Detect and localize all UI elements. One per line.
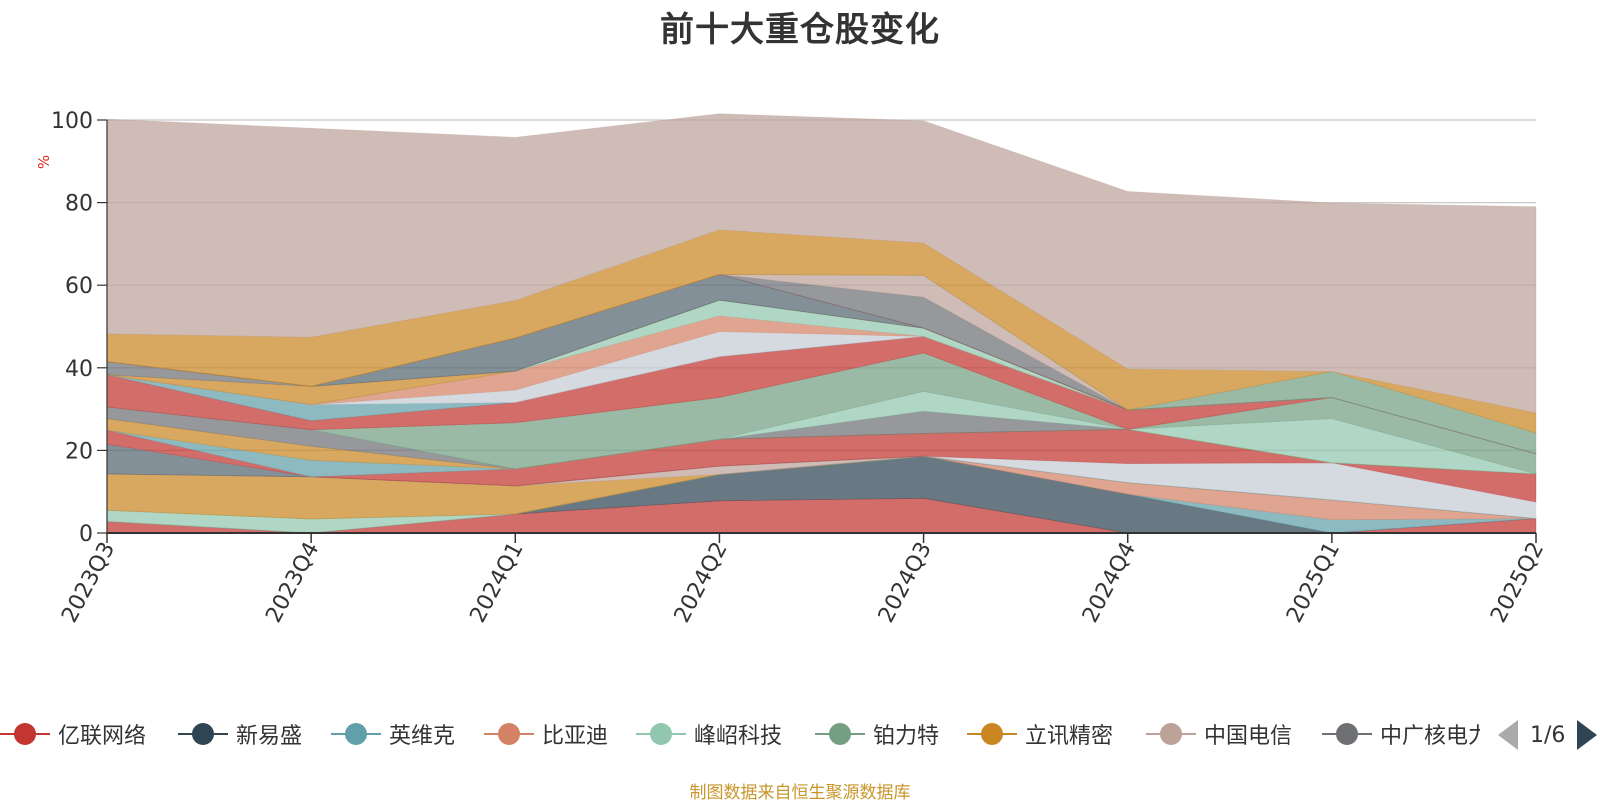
legend-marker-icon [1146, 720, 1196, 748]
legend-label: 中广核电力 [1380, 724, 1480, 749]
x-tick-label: 2024Q3 [874, 538, 937, 627]
legend-marker-icon [178, 720, 228, 748]
legend-marker-icon [484, 720, 534, 748]
next-page-icon[interactable] [1577, 720, 1598, 750]
legend-label: 英维克 [389, 724, 456, 749]
legend-marker-icon [815, 720, 865, 748]
legend-item[interactable]: 英维克 [331, 712, 455, 756]
y-tick-label: 80 [65, 192, 93, 217]
legend-item[interactable]: 峰岹科技 [636, 712, 782, 756]
legend-label: 中国电信 [1204, 724, 1293, 749]
area-series-29[interactable] [106, 274, 1537, 455]
x-tick-label: 2023Q4 [261, 538, 324, 627]
y-tick-label: 100 [51, 109, 93, 134]
x-tick-label: 2024Q1 [466, 538, 529, 627]
legend-label: 新易盛 [236, 724, 303, 749]
area-series-30[interactable] [106, 229, 1537, 434]
legend-page-indicator: 1/6 [1530, 722, 1566, 748]
legend-items: 亿联网络 新易盛 英维克 比亚迪 峰岹科技 铂力特 立讯精密 中国电信 中广核电力 [0, 712, 1480, 756]
x-tick-label: 2025Q1 [1282, 538, 1345, 627]
x-tick-label: 2024Q2 [670, 538, 733, 627]
area-series-31[interactable] [106, 113, 1537, 414]
source-note: 制图数据来自恒生聚源数据库 [689, 783, 911, 803]
y-axis-unit-label: % [35, 155, 53, 169]
legend-pager: 1/6 [1498, 720, 1598, 750]
area-series-12[interactable] [106, 428, 1537, 503]
chart-title: 前十大重仓股变化 [660, 10, 940, 50]
legend-item[interactable]: 立讯精密 [967, 712, 1113, 756]
legend-marker-icon [1322, 720, 1372, 748]
legend-item[interactable]: 中广核电力 [1322, 712, 1480, 756]
previous-page-icon[interactable] [1498, 720, 1518, 750]
legend-marker-icon [967, 720, 1017, 748]
legend-label: 比亚迪 [542, 724, 609, 749]
y-tick-label: 0 [79, 522, 93, 547]
legend-label: 亿联网络 [58, 724, 147, 749]
legend: 亿联网络 新易盛 英维克 比亚迪 峰岹科技 铂力特 立讯精密 中国电信 中广核电力 [0, 712, 1600, 756]
legend-label: 峰岹科技 [694, 724, 783, 749]
legend-marker-icon [0, 720, 50, 748]
legend-label: 铂力特 [873, 724, 940, 749]
y-tick-label: 20 [65, 439, 93, 464]
y-tick-label: 60 [65, 274, 93, 299]
legend-item[interactable]: 新易盛 [178, 712, 302, 756]
x-tick-label: 2025Q2 [1486, 538, 1549, 627]
x-tick-label: 2024Q4 [1078, 538, 1141, 627]
legend-label: 立讯精密 [1025, 724, 1114, 749]
x-tick-label: 2023Q3 [57, 538, 120, 627]
legend-item[interactable]: 亿联网络 [0, 712, 146, 756]
legend-item[interactable]: 中国电信 [1146, 712, 1292, 756]
legend-item[interactable]: 铂力特 [815, 712, 939, 756]
legend-item[interactable]: 比亚迪 [484, 712, 608, 756]
legend-marker-icon [636, 720, 686, 748]
legend-marker-icon [331, 720, 381, 748]
area-series [106, 113, 1537, 534]
y-tick-label: 40 [65, 357, 93, 382]
